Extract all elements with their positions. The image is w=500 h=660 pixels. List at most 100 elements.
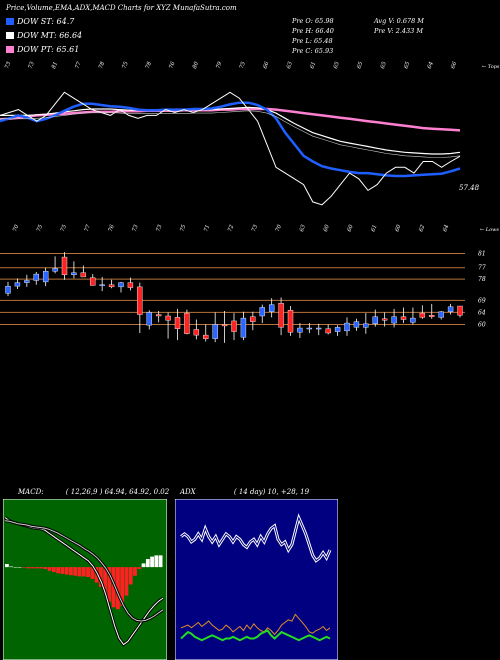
top-label: 64 bbox=[427, 61, 435, 70]
adx-series bbox=[180, 513, 332, 642]
top-label: 80 bbox=[192, 61, 200, 70]
bottom-label: 60 bbox=[347, 224, 355, 233]
ema-series-2 bbox=[0, 107, 461, 132]
adx-params: ( 14 day) 10, +28, 19 bbox=[233, 488, 310, 496]
avg-volume: Avg V: 0.678 M bbox=[374, 17, 424, 25]
top-label: 79 bbox=[216, 61, 224, 70]
candle-body bbox=[42, 271, 49, 283]
bottom-labels: 70 75 75 77 76 73 73 75 71 72 73 70 63 60 60 61 60 62 64 bbox=[12, 224, 450, 233]
macd-label: MACD: bbox=[18, 488, 44, 496]
bottom-label: 73 bbox=[132, 224, 140, 233]
macd-hist-bar bbox=[90, 567, 95, 579]
candle-body bbox=[90, 277, 96, 286]
macd-hist-bar bbox=[17, 567, 22, 568]
candle-body bbox=[400, 316, 407, 320]
bottom-label: 73 bbox=[156, 224, 164, 233]
macd-hist-bar bbox=[5, 564, 9, 568]
candle-body bbox=[14, 282, 21, 287]
level-label: 69 bbox=[478, 297, 486, 304]
top-label: 76 bbox=[169, 61, 177, 70]
bottom-label: 75 bbox=[179, 224, 187, 233]
candle-body bbox=[391, 316, 397, 324]
macd-hist-bar bbox=[26, 567, 31, 569]
top-label: 75 bbox=[239, 61, 247, 70]
candle-body bbox=[71, 272, 77, 276]
level-label: 60 bbox=[478, 321, 486, 328]
legend-swatch-white bbox=[6, 32, 14, 39]
candle-body bbox=[344, 322, 350, 332]
top-label: 78 bbox=[145, 61, 153, 70]
macd-hist-bar bbox=[141, 563, 146, 568]
macd-background bbox=[3, 499, 167, 660]
candle-body bbox=[259, 307, 265, 317]
candle-body bbox=[363, 323, 369, 328]
candle-body bbox=[33, 273, 39, 281]
bottom-label: 73 bbox=[251, 224, 259, 233]
candle-body bbox=[316, 327, 322, 330]
pre-low: Pre L: 65.48 bbox=[292, 37, 333, 45]
bottom-label: 70 bbox=[275, 224, 283, 233]
candle-body bbox=[5, 285, 11, 294]
macd-hist-bar bbox=[77, 567, 82, 577]
macd-hist-bar bbox=[60, 567, 65, 574]
top-label: 66 bbox=[262, 61, 270, 70]
bottom-label: 63 bbox=[299, 224, 307, 233]
macd-hist-bar bbox=[111, 567, 116, 608]
pre-open: Pre O: 65.98 bbox=[292, 17, 334, 25]
top-label: 73 bbox=[4, 61, 12, 70]
macd-hist-bar bbox=[51, 567, 56, 573]
ema-series-1 bbox=[0, 106, 461, 155]
top-label: 81 bbox=[51, 61, 59, 70]
candle-body bbox=[52, 268, 58, 272]
pre-high: Pre H: 66.40 bbox=[292, 27, 334, 35]
candle-body bbox=[353, 321, 360, 328]
bottom-label: 61 bbox=[371, 224, 379, 233]
candle-body bbox=[165, 315, 171, 321]
candle-body bbox=[250, 316, 256, 322]
ema-last-value: 57.48 bbox=[459, 184, 480, 192]
macd-hist-bar bbox=[133, 567, 137, 576]
legend-label: DOW ST: 64.7 bbox=[17, 17, 75, 26]
top-label: 65 bbox=[356, 61, 364, 70]
legend-dow-pt: DOW PT: 65.61 bbox=[6, 45, 79, 54]
top-label: 66 bbox=[450, 61, 458, 70]
bottom-label: 70 bbox=[12, 224, 20, 233]
macd-hist-bar bbox=[128, 567, 133, 585]
top-labels: 73 73 81 77 78 75 78 76 80 79 75 66 63 61 65 65 65 65 64 66 bbox=[4, 61, 458, 70]
adx-label: ADX bbox=[180, 488, 196, 496]
adx-line bbox=[180, 629, 331, 642]
macd-hist-bar bbox=[137, 567, 142, 569]
adx-background bbox=[175, 499, 338, 660]
macd-hist-bar bbox=[116, 567, 120, 610]
candle-body bbox=[193, 329, 200, 336]
candle-body bbox=[24, 280, 30, 283]
legend-dow-st: DOW ST: 64.7 bbox=[6, 17, 74, 26]
bottom-label: 71 bbox=[203, 224, 211, 233]
macd-hist-bar bbox=[124, 567, 129, 596]
candle-body bbox=[137, 286, 143, 315]
bottom-label: 76 bbox=[108, 224, 116, 233]
candle-body bbox=[278, 302, 284, 328]
candle-body bbox=[146, 312, 152, 326]
candle-body bbox=[231, 320, 237, 332]
top-label: 75 bbox=[122, 61, 130, 70]
candle-body bbox=[80, 272, 87, 278]
pre-close: Pre C: 65.93 bbox=[292, 47, 334, 55]
ema-series-0 bbox=[0, 101, 461, 178]
macd-hist-bar bbox=[34, 567, 39, 569]
bottom-label: 75 bbox=[36, 224, 44, 233]
bottom-label: 60 bbox=[394, 224, 402, 233]
ema-lines bbox=[0, 91, 461, 206]
macd-hist-bar bbox=[120, 567, 125, 607]
candles bbox=[5, 252, 463, 343]
bottom-label: 77 bbox=[84, 224, 92, 233]
macd-hist-bar bbox=[154, 555, 159, 568]
level-label: 81 bbox=[478, 251, 486, 258]
chart-title: Price,Volume,EMA,ADX,MACD Charts for XYZ… bbox=[6, 4, 237, 12]
candle-body bbox=[155, 314, 162, 317]
macd-hist-bar bbox=[22, 567, 26, 568]
macd-hist-bar bbox=[86, 567, 90, 578]
ema-mt-twin bbox=[0, 110, 461, 158]
legend-swatch-blue bbox=[6, 18, 14, 25]
candle-body bbox=[429, 315, 435, 317]
